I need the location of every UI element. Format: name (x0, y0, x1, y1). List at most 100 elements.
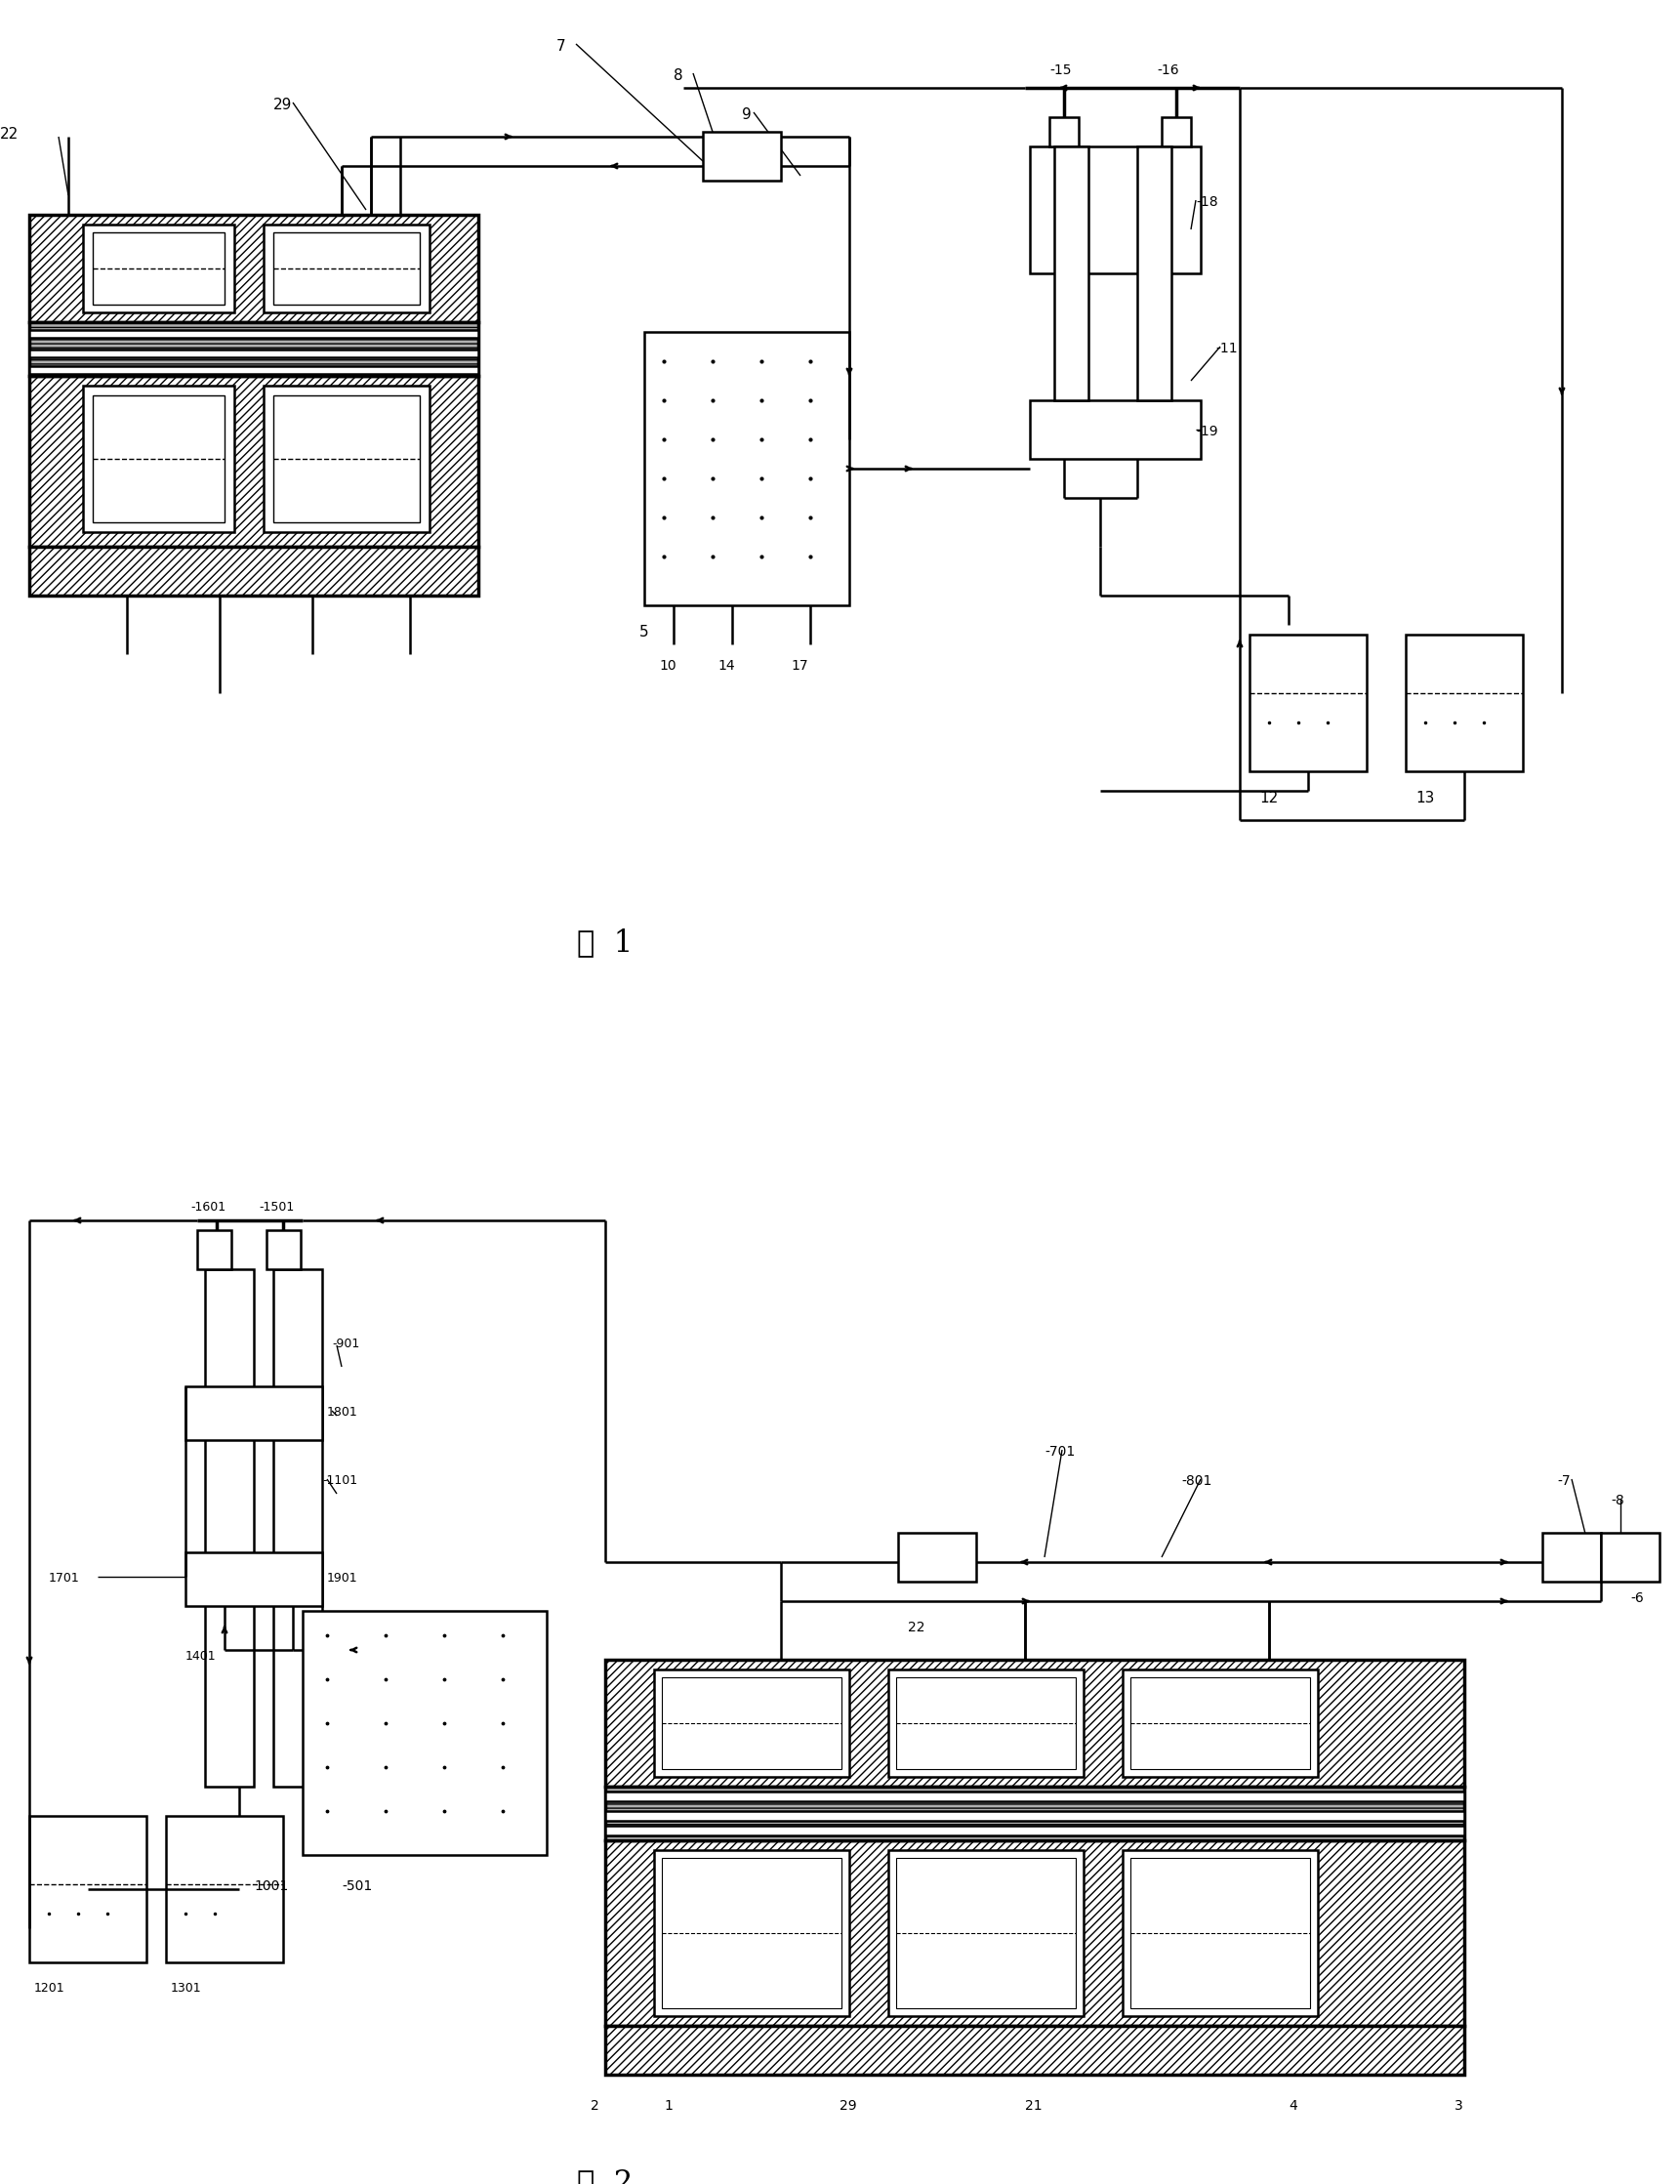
Bar (605, 1787, 1465, 1841)
Bar (185, 1387, 323, 1439)
Bar (264, 387, 430, 533)
Bar (92, 395, 225, 522)
Text: 22: 22 (907, 1621, 926, 1634)
Bar (605, 1841, 1465, 2027)
Bar (29, 323, 479, 376)
Bar (197, 1230, 232, 1269)
Bar (889, 1850, 1084, 2016)
Text: -11: -11 (1215, 341, 1238, 356)
Text: -19: -19 (1196, 424, 1218, 439)
Bar (1250, 636, 1366, 771)
Bar (1055, 146, 1089, 400)
Text: 图  2: 图 2 (578, 2167, 633, 2184)
Text: 29: 29 (840, 2099, 857, 2112)
Bar (605, 1826, 1465, 1835)
Text: -7: -7 (1557, 1474, 1571, 1487)
Bar (1542, 1533, 1601, 1581)
Text: 1401: 1401 (185, 1649, 217, 1662)
Bar (29, 323, 479, 376)
Text: 29: 29 (274, 98, 292, 111)
Bar (29, 330, 479, 339)
Bar (205, 1269, 254, 1787)
Text: 22: 22 (0, 127, 18, 142)
Bar (29, 349, 479, 358)
Bar (267, 1230, 301, 1269)
Text: 1301: 1301 (171, 1981, 202, 1994)
Bar (29, 367, 479, 373)
Text: -901: -901 (333, 1337, 360, 1350)
Text: 1801: 1801 (328, 1406, 358, 1420)
Bar (889, 1669, 1084, 1778)
Bar (1601, 1533, 1660, 1581)
Text: -8: -8 (1611, 1494, 1625, 1507)
Bar (605, 1787, 1465, 1841)
Text: -801: -801 (1181, 1474, 1211, 1487)
Bar (1131, 1859, 1310, 2009)
Text: 2: 2 (591, 2099, 600, 2112)
Bar (895, 1677, 1075, 1769)
Text: 1: 1 (664, 2099, 672, 2112)
Bar (29, 376, 479, 546)
Text: -6: -6 (1630, 1592, 1643, 1605)
Bar (1161, 118, 1191, 146)
Bar (899, 1533, 976, 1581)
Text: -16: -16 (1158, 63, 1179, 76)
Bar (274, 232, 420, 304)
Bar (702, 131, 781, 181)
Bar (1030, 400, 1201, 459)
Bar (895, 1859, 1075, 2009)
Bar (1131, 1677, 1310, 1769)
Text: 1201: 1201 (34, 1981, 66, 1994)
Bar (662, 1677, 842, 1769)
Bar (1137, 146, 1171, 400)
Bar (654, 1669, 850, 1778)
Bar (605, 1791, 1465, 1802)
Text: -15: -15 (1050, 63, 1072, 76)
Text: 10: 10 (659, 660, 675, 673)
Bar (185, 1553, 323, 1605)
Text: 图  1: 图 1 (578, 928, 633, 959)
Text: 7: 7 (556, 39, 566, 55)
Text: 17: 17 (791, 660, 808, 673)
Bar (643, 332, 850, 605)
Text: 4: 4 (1289, 2099, 1297, 2112)
Text: 21: 21 (1025, 2099, 1042, 2112)
Bar (662, 1859, 842, 2009)
Text: 12: 12 (1260, 791, 1278, 806)
Text: -1501: -1501 (259, 1201, 294, 1214)
Text: -1601: -1601 (190, 1201, 225, 1214)
Bar (82, 387, 234, 533)
Text: 14: 14 (717, 660, 734, 673)
Bar (92, 232, 225, 304)
Bar (605, 1660, 1465, 1787)
Text: 1701: 1701 (49, 1572, 81, 1586)
Bar (82, 225, 234, 312)
Text: 5: 5 (640, 625, 648, 640)
Bar (605, 2027, 1465, 2075)
Bar (29, 546, 479, 596)
Bar (1122, 1669, 1317, 1778)
Text: 1001: 1001 (254, 1880, 289, 1894)
Bar (605, 1811, 1465, 1821)
Bar (274, 1269, 323, 1787)
Bar (302, 1612, 546, 1854)
Bar (264, 225, 430, 312)
Bar (654, 1850, 850, 2016)
Text: 1901: 1901 (328, 1572, 358, 1586)
Text: 3: 3 (1455, 2099, 1463, 2112)
Text: 9: 9 (743, 107, 751, 122)
Bar (1050, 118, 1079, 146)
Bar (1122, 1850, 1317, 2016)
Text: 13: 13 (1416, 791, 1435, 806)
Bar (1030, 146, 1201, 273)
Bar (1406, 636, 1522, 771)
Bar (166, 1815, 284, 1963)
Text: -701: -701 (1045, 1446, 1075, 1459)
Bar (29, 1815, 146, 1963)
Bar (29, 214, 479, 323)
Text: 8: 8 (674, 68, 684, 83)
Text: -1101: -1101 (323, 1474, 358, 1487)
Text: -501: -501 (341, 1880, 373, 1894)
Text: -18: -18 (1196, 194, 1218, 210)
Bar (274, 395, 420, 522)
